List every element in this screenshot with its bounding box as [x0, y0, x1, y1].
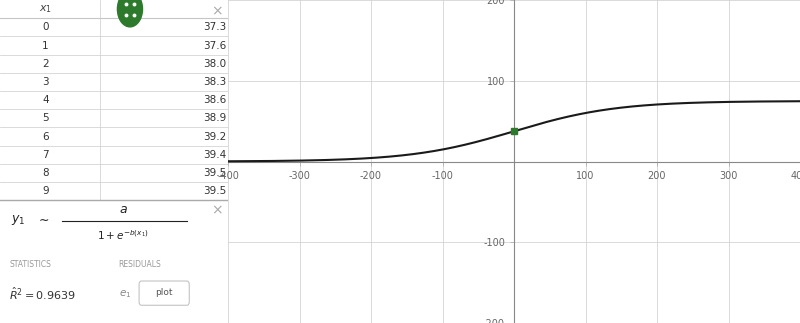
Text: $x_1$: $x_1$ [39, 3, 52, 15]
Text: 38.6: 38.6 [202, 95, 226, 105]
FancyBboxPatch shape [139, 281, 190, 305]
Text: $\hat{R}^2 = 0.9639$: $\hat{R}^2 = 0.9639$ [9, 286, 76, 302]
Text: 39.5: 39.5 [202, 168, 226, 178]
Text: $1+e^{-b\left(x_1\right)}$: $1+e^{-b\left(x_1\right)}$ [98, 228, 149, 242]
Text: ×: × [210, 5, 222, 19]
Text: 1: 1 [42, 40, 49, 50]
Text: $e_1$: $e_1$ [118, 288, 131, 300]
Text: 39.5: 39.5 [202, 186, 226, 196]
Text: plot: plot [155, 288, 173, 297]
Circle shape [118, 0, 142, 27]
Text: 9: 9 [42, 186, 49, 196]
Text: 8: 8 [42, 168, 49, 178]
Text: ×: × [210, 203, 222, 217]
Text: 37.3: 37.3 [202, 22, 226, 32]
Text: $a$: $a$ [118, 203, 127, 216]
Text: 38.3: 38.3 [202, 77, 226, 87]
Text: 2: 2 [42, 59, 49, 69]
Text: 37.6: 37.6 [202, 40, 226, 50]
Text: 38.9: 38.9 [202, 113, 226, 123]
Text: $y_1$: $y_1$ [230, 3, 244, 15]
Text: RESIDUALS: RESIDUALS [118, 260, 162, 269]
Text: 5: 5 [42, 113, 49, 123]
Text: 4: 4 [42, 95, 49, 105]
Text: $y_1$: $y_1$ [11, 213, 26, 227]
Text: 0: 0 [42, 22, 49, 32]
Text: 39.4: 39.4 [202, 150, 226, 160]
Text: 6: 6 [42, 131, 49, 141]
Text: 3: 3 [42, 77, 49, 87]
Text: $\sim$: $\sim$ [37, 213, 50, 226]
Text: 38.0: 38.0 [202, 59, 226, 69]
Text: 7: 7 [42, 150, 49, 160]
Text: 39.2: 39.2 [202, 131, 226, 141]
Text: STATISTICS: STATISTICS [9, 260, 51, 269]
